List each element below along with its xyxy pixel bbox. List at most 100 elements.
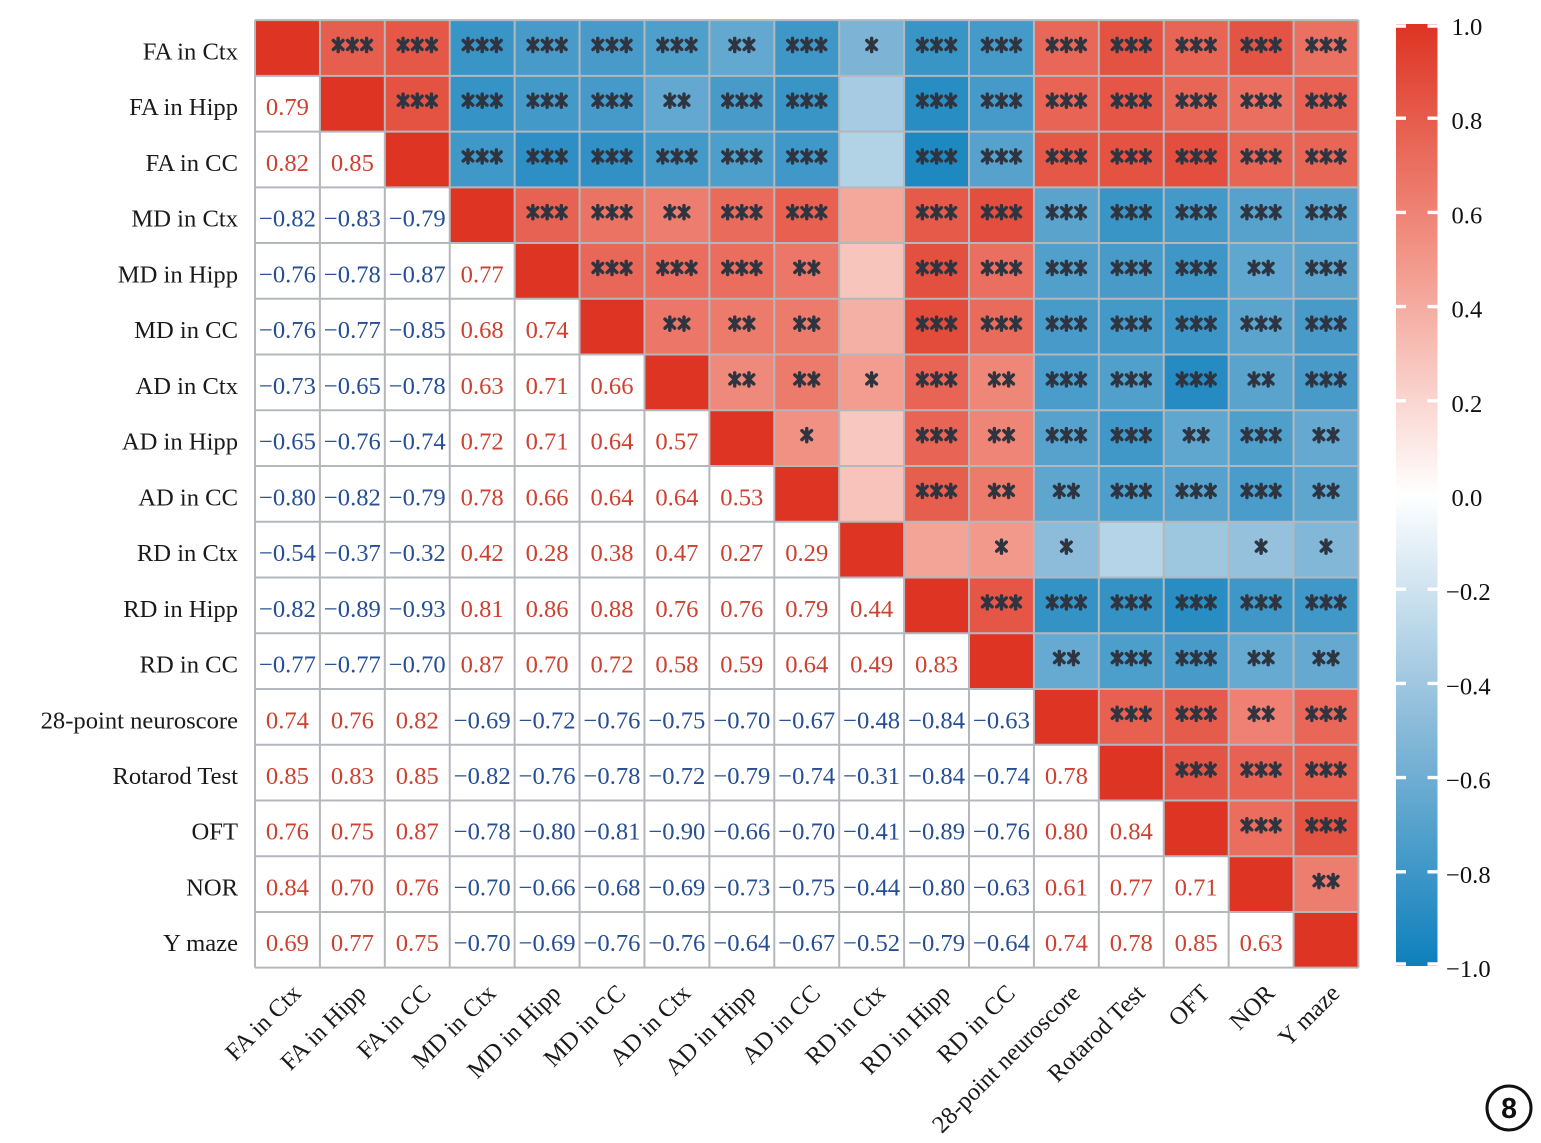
svg-text:−0.77: −0.77 <box>324 317 381 344</box>
svg-text:MD in CC: MD in CC <box>134 317 238 344</box>
svg-text:0.74: 0.74 <box>1045 930 1088 957</box>
svg-text:0.0: 0.0 <box>1452 485 1483 512</box>
svg-text:−0.76: −0.76 <box>584 930 641 957</box>
svg-text:0.85: 0.85 <box>266 763 309 790</box>
svg-text:RD in Hipp: RD in Hipp <box>123 596 238 623</box>
svg-text:AD in Ctx: AD in Ctx <box>136 373 238 400</box>
svg-text:0.84: 0.84 <box>1110 819 1153 846</box>
svg-text:−0.89: −0.89 <box>324 596 381 623</box>
svg-text:0.81: 0.81 <box>461 596 504 623</box>
svg-text:−0.65: −0.65 <box>324 373 381 400</box>
svg-text:0.76: 0.76 <box>266 819 309 846</box>
svg-text:−0.76: −0.76 <box>648 930 705 957</box>
svg-text:0.2: 0.2 <box>1452 391 1483 418</box>
svg-text:−0.82: −0.82 <box>324 484 381 511</box>
svg-text:0.78: 0.78 <box>1110 930 1153 957</box>
svg-text:−0.84: −0.84 <box>908 707 965 734</box>
svg-text:−0.75: −0.75 <box>648 707 705 734</box>
svg-text:−1.0: −1.0 <box>1446 956 1491 983</box>
svg-text:−0.70: −0.70 <box>389 652 446 679</box>
svg-text:RD in Ctx: RD in Ctx <box>137 540 238 567</box>
svg-text:0.85: 0.85 <box>396 763 439 790</box>
svg-text:0.64: 0.64 <box>655 484 698 511</box>
svg-text:−0.69: −0.69 <box>519 930 576 957</box>
svg-text:−0.79: −0.79 <box>713 763 770 790</box>
svg-text:−0.2: −0.2 <box>1446 579 1491 606</box>
svg-text:0.64: 0.64 <box>590 484 633 511</box>
svg-text:0.82: 0.82 <box>266 150 309 177</box>
svg-text:−0.77: −0.77 <box>324 652 381 679</box>
svg-text:RD in CC: RD in CC <box>140 652 238 679</box>
svg-text:−0.70: −0.70 <box>778 819 835 846</box>
svg-text:8: 8 <box>1501 1093 1517 1125</box>
svg-text:28-point neuroscore: 28-point neuroscore <box>41 707 238 734</box>
svg-text:−0.80: −0.80 <box>259 484 316 511</box>
svg-text:−0.66: −0.66 <box>713 819 770 846</box>
svg-text:−0.72: −0.72 <box>648 763 705 790</box>
svg-text:FA in Ctx: FA in Ctx <box>143 38 238 65</box>
svg-text:0.78: 0.78 <box>1045 763 1088 790</box>
svg-text:−0.63: −0.63 <box>973 707 1030 734</box>
svg-text:−0.84: −0.84 <box>908 763 965 790</box>
svg-text:0.72: 0.72 <box>461 429 504 456</box>
svg-text:−0.74: −0.74 <box>973 763 1030 790</box>
svg-text:0.74: 0.74 <box>526 317 569 344</box>
svg-text:−0.64: −0.64 <box>713 930 770 957</box>
svg-text:0.77: 0.77 <box>461 261 504 288</box>
svg-text:0.59: 0.59 <box>720 652 763 679</box>
svg-text:0.64: 0.64 <box>590 429 633 456</box>
svg-text:0.57: 0.57 <box>655 429 698 456</box>
svg-text:−0.54: −0.54 <box>259 540 316 567</box>
svg-text:−0.76: −0.76 <box>973 819 1030 846</box>
svg-text:−0.44: −0.44 <box>843 874 900 901</box>
svg-text:−0.93: −0.93 <box>389 596 446 623</box>
svg-text:AD in CC: AD in CC <box>138 484 238 511</box>
svg-text:−0.87: −0.87 <box>389 261 446 288</box>
svg-text:−0.70: −0.70 <box>454 930 511 957</box>
svg-text:−0.90: −0.90 <box>648 819 705 846</box>
svg-text:0.28: 0.28 <box>526 540 569 567</box>
svg-text:MD in Hipp: MD in Hipp <box>118 261 238 288</box>
svg-text:0.76: 0.76 <box>331 707 374 734</box>
svg-text:0.70: 0.70 <box>331 874 374 901</box>
svg-text:−0.69: −0.69 <box>454 707 511 734</box>
svg-text:0.47: 0.47 <box>655 540 698 567</box>
svg-text:−0.80: −0.80 <box>908 874 965 901</box>
svg-text:0.66: 0.66 <box>526 484 569 511</box>
svg-text:0.64: 0.64 <box>785 652 828 679</box>
svg-text:0.80: 0.80 <box>1045 819 1088 846</box>
svg-text:0.68: 0.68 <box>461 317 504 344</box>
svg-text:−0.65: −0.65 <box>259 429 316 456</box>
svg-text:0.82: 0.82 <box>396 707 439 734</box>
svg-text:−0.70: −0.70 <box>713 707 770 734</box>
svg-text:−0.68: −0.68 <box>584 874 641 901</box>
svg-text:0.29: 0.29 <box>785 540 828 567</box>
svg-text:NOR: NOR <box>186 874 239 901</box>
svg-text:0.74: 0.74 <box>266 707 309 734</box>
svg-text:−0.73: −0.73 <box>259 373 316 400</box>
svg-text:0.85: 0.85 <box>1175 930 1218 957</box>
svg-text:0.66: 0.66 <box>590 373 633 400</box>
svg-text:0.76: 0.76 <box>655 596 698 623</box>
svg-text:0.87: 0.87 <box>396 819 439 846</box>
svg-text:−0.83: −0.83 <box>324 206 381 233</box>
svg-text:−0.89: −0.89 <box>908 819 965 846</box>
svg-text:−0.85: −0.85 <box>389 317 446 344</box>
svg-text:−0.70: −0.70 <box>454 874 511 901</box>
svg-text:0.71: 0.71 <box>526 429 569 456</box>
svg-text:0.86: 0.86 <box>526 596 569 623</box>
svg-text:−0.79: −0.79 <box>908 930 965 957</box>
svg-text:0.8: 0.8 <box>1452 108 1483 135</box>
svg-text:0.27: 0.27 <box>720 540 763 567</box>
svg-text:FA in Hipp: FA in Hipp <box>129 94 238 121</box>
svg-text:0.71: 0.71 <box>1175 874 1218 901</box>
svg-text:0.69: 0.69 <box>266 930 309 957</box>
svg-text:−0.75: −0.75 <box>778 874 835 901</box>
svg-text:0.38: 0.38 <box>590 540 633 567</box>
svg-text:0.85: 0.85 <box>331 150 374 177</box>
svg-text:−0.76: −0.76 <box>584 707 641 734</box>
svg-text:AD in Hipp: AD in Hipp <box>122 429 238 456</box>
svg-text:0.70: 0.70 <box>526 652 569 679</box>
svg-text:−0.78: −0.78 <box>454 819 511 846</box>
svg-text:−0.52: −0.52 <box>843 930 900 957</box>
